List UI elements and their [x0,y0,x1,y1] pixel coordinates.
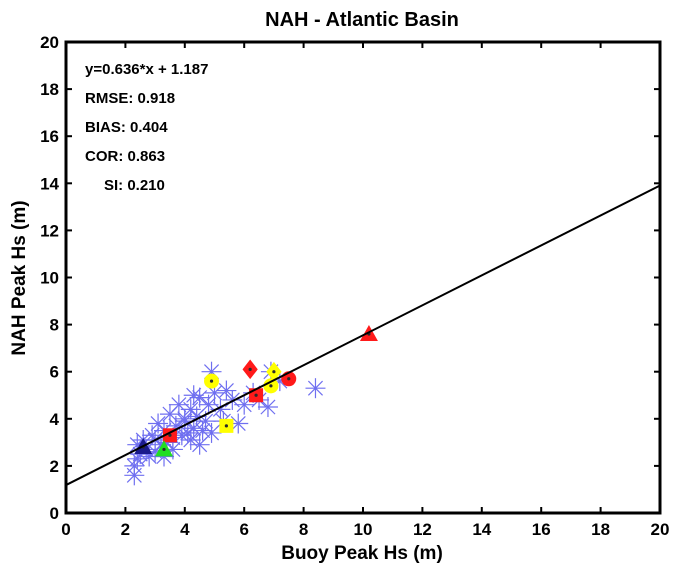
y-tick-label: 14 [40,174,59,193]
y-tick-label: 6 [50,363,59,382]
stat-cor: COR: 0.863 [85,148,165,165]
y-tick-label: 16 [40,127,59,146]
asterisk-point [305,378,326,399]
stat-bias: BIAS: 0.404 [85,119,168,136]
circle-point [263,378,279,394]
asterisk-point [183,385,204,406]
x-tick-label: 18 [591,520,610,539]
y-axis-label: NAH Peak Hs (m) [9,200,30,355]
asterisk-point [234,394,255,415]
y-tick-label: 10 [40,269,59,288]
asterisk-point [216,380,237,401]
asterisk-point [257,397,278,418]
stat-rmse: RMSE: 0.918 [85,90,175,107]
y-tick-label: 4 [50,410,60,429]
x-tick-label: 8 [299,520,308,539]
x-axis-label: Buoy Peak Hs (m) [281,543,443,564]
triangle-point [155,440,174,457]
y-tick-label: 8 [50,316,59,335]
x-tick-label: 14 [472,520,491,539]
y-tick-label: 2 [50,457,59,476]
x-tick-label: 4 [180,520,190,539]
square-point [219,418,234,433]
x-tick-label: 10 [354,520,373,539]
x-tick-label: 16 [532,520,551,539]
x-tick-label: 2 [121,520,130,539]
y-tick-label: 12 [40,221,59,240]
chart-title: NAH - Atlantic Basin [265,9,459,31]
stat-fit-equation: y=0.636*x + 1.187 [85,61,208,78]
diamond-point [242,359,258,380]
asterisk-point [174,408,195,429]
x-tick-label: 0 [61,520,70,539]
asterisk-point [189,387,210,408]
y-tick-label: 20 [40,33,59,52]
circle-point [204,373,220,389]
x-tick-label: 12 [413,520,432,539]
y-tick-label: 0 [50,504,59,523]
asterisk-point [148,413,169,434]
data-marks [124,325,378,486]
square-point [249,388,264,403]
x-tick-label: 6 [239,520,248,539]
fit-line [65,184,661,486]
x-tick-label: 20 [651,520,670,539]
stat-si: SI: 0.210 [104,177,165,194]
y-tick-label: 18 [40,80,59,99]
axis-ticks: 0 2 4 6 8 10 12 14 16 18 20 0 2 4 6 8 10 12 14 16 18 20 [40,33,669,539]
stats-box: y=0.636*x + 1.187 RMSE: 0.918 BIAS: 0.40… [85,61,208,194]
